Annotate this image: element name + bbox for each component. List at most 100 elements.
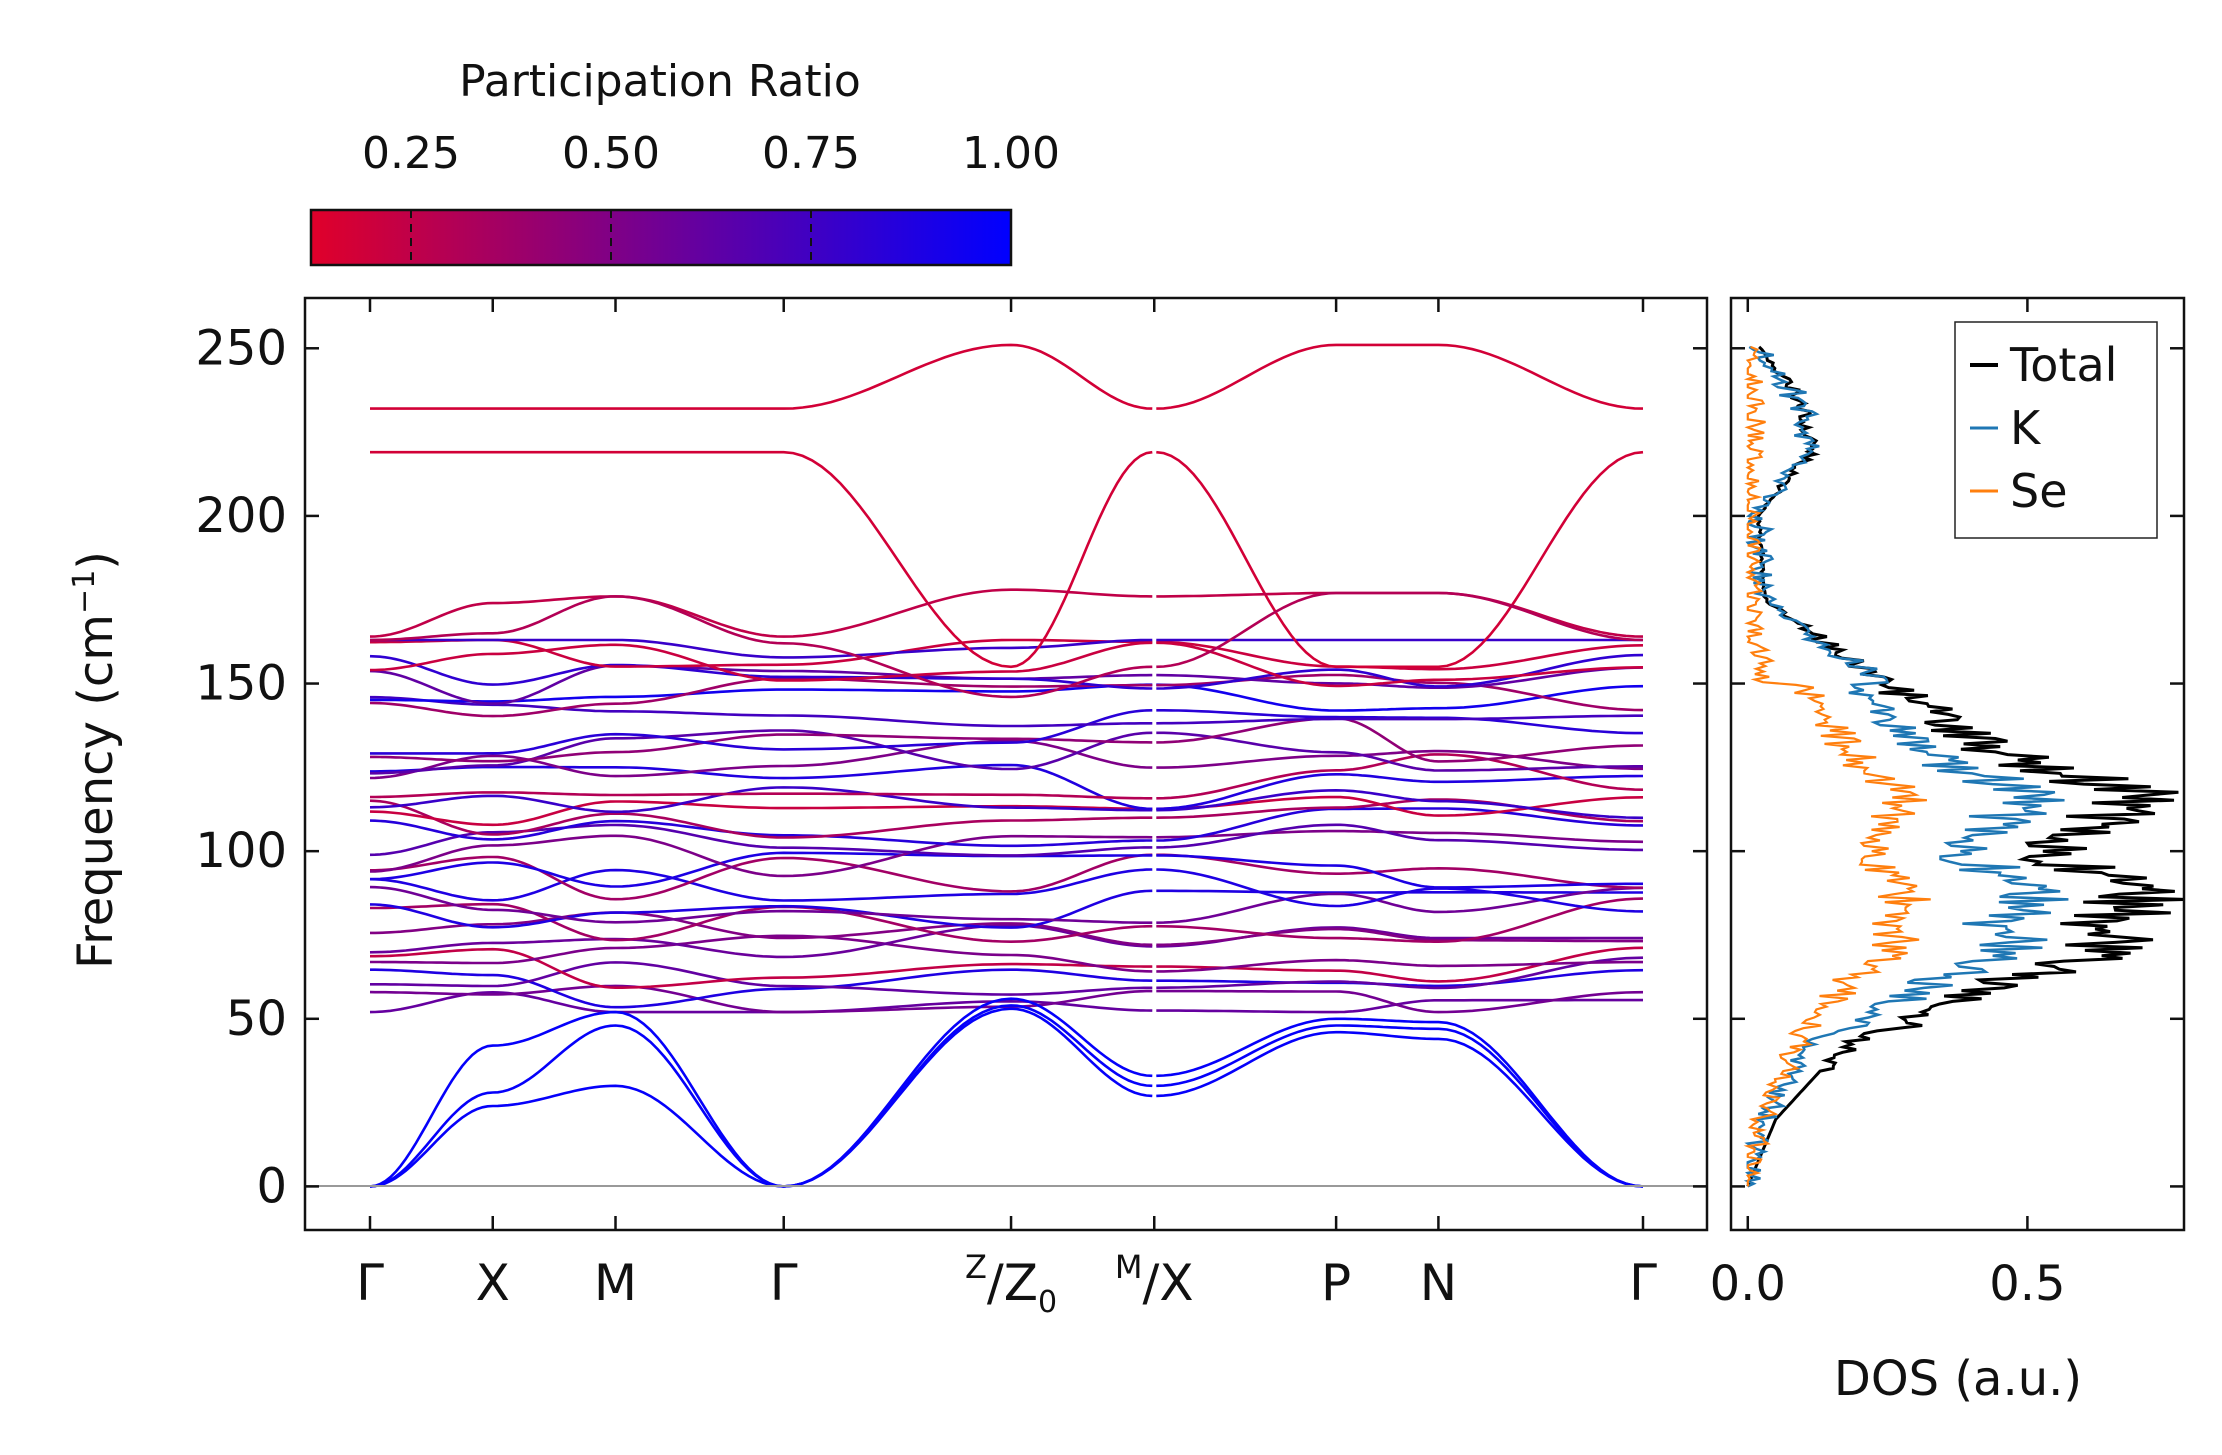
optical-branch <box>370 733 1153 763</box>
optical-branch <box>369 786 1153 814</box>
high-branch-cross-2 <box>369 595 1153 699</box>
k-point-label: M <box>594 1254 637 1312</box>
optical-branch <box>1156 714 1643 725</box>
optical-branch <box>1156 956 1644 990</box>
optical-branch <box>369 923 1153 959</box>
colorbar-tick-label: 1.00 <box>962 128 1060 179</box>
optical-branch <box>1156 927 1643 947</box>
optical-branch <box>369 885 1153 924</box>
colorbar-label: Participation Ratio <box>459 56 861 107</box>
optical-branch <box>369 868 1153 902</box>
optical-branch <box>370 902 1153 944</box>
k-point-label: Γ <box>1629 1254 1657 1312</box>
legend-items: Total K Se <box>1970 338 2117 518</box>
optical-branch <box>369 823 1153 857</box>
optical-branch <box>1156 889 1643 894</box>
acoustic-branch <box>369 997 1153 1188</box>
dos-axis: 0.0 0.5 <box>1710 298 2066 1312</box>
optical-branch <box>1156 753 1644 800</box>
k-point-label: M/X <box>1115 1248 1194 1312</box>
optical-branch <box>1156 683 1644 712</box>
high-branch-cross-1 <box>1156 591 1644 638</box>
ylabel-sup: −1 <box>67 570 102 614</box>
ylabel-tail: ) <box>68 551 124 570</box>
legend-label-se: Se <box>2010 464 2068 518</box>
dos-x-tick-label: 0.0 <box>1710 1256 1786 1312</box>
k-label-sup: M <box>1115 1248 1143 1286</box>
optical-branch <box>369 739 1153 780</box>
frequency-axis-label: Frequency (cm−1) <box>67 551 124 969</box>
k-label-main: /X <box>1143 1254 1194 1312</box>
dos-x-tick-label: 0.5 <box>1989 1256 2065 1312</box>
acoustic-branch <box>1156 1024 1644 1188</box>
colorbar-tick-label: 0.75 <box>762 128 860 179</box>
optical-branch <box>1156 773 1644 811</box>
k-point-label: Γ <box>356 1254 384 1312</box>
optical-branch <box>1156 749 1643 771</box>
optical-branch <box>370 638 1153 659</box>
legend-frame <box>1954 321 2158 539</box>
acoustic-branch <box>1156 1030 1644 1188</box>
k-label-main: /Z <box>987 1254 1038 1312</box>
high-branch-top-1 <box>1156 343 1644 410</box>
optical-branch <box>1156 823 1643 852</box>
optical-branch <box>370 961 1153 996</box>
y-tick-label: 0 <box>256 1158 287 1214</box>
dos-frequency-ticks <box>1731 347 2184 1188</box>
optical-branch <box>370 968 1153 1009</box>
k-point-label: P <box>1321 1254 1351 1312</box>
optical-branch <box>1156 709 1643 735</box>
k-point-label: Z/Z0 <box>965 1248 1057 1320</box>
dos-se-line <box>1743 345 1931 1187</box>
optical-branch <box>1156 641 1644 688</box>
optical-branch <box>370 947 1153 989</box>
dos-axis-label: DOS (a.u.) <box>1834 1351 2082 1407</box>
optical-branch <box>369 889 1153 929</box>
optical-branch <box>1156 854 1643 889</box>
optical-branch <box>370 729 1153 775</box>
high-branch-top-2 <box>1156 450 1644 669</box>
optical-branch <box>369 800 1153 827</box>
legend-label-k: K <box>2010 401 2042 455</box>
dos-legend: Total K Se <box>1954 321 2158 539</box>
optical-branch <box>1156 716 1644 763</box>
optical-branch <box>369 834 1153 878</box>
colorbar-tick-label: 0.25 <box>362 128 460 179</box>
band-axes-frame <box>303 296 1709 1232</box>
k-path-axis: Γ X M Γ Z/Z0 M/X P N Γ <box>356 298 1657 1320</box>
acoustic-branch <box>1156 1017 1644 1188</box>
dos-panel: 0.0 0.5 DOS (a.u.) Total K Se <box>1710 296 2186 1407</box>
optical-branch <box>369 799 1153 839</box>
optical-branch <box>370 763 1153 811</box>
optical-branch <box>370 695 1153 728</box>
optical-branch <box>370 934 1153 973</box>
colorbar: Participation Ratio 0.25 0.50 0.75 1.00 <box>309 56 1060 267</box>
optical-branch <box>370 853 1153 901</box>
colorbar-gradient <box>309 208 1013 267</box>
dos-axes-frame <box>1729 296 2186 1232</box>
optical-branch <box>369 819 1153 848</box>
optical-branch <box>1156 998 1643 1014</box>
dos-lines <box>1743 345 2184 1188</box>
ylabel-main: Frequency (cm <box>68 614 124 969</box>
optical-branch <box>1156 989 1644 1014</box>
optical-branch <box>1156 897 1644 943</box>
optical-branch <box>370 791 1153 800</box>
k-label-sup: Z <box>965 1248 987 1286</box>
optical-branch <box>1156 795 1644 817</box>
colorbar-tick-label: 0.50 <box>562 128 660 179</box>
optical-branch <box>1156 868 1644 913</box>
k-point-label: X <box>476 1254 510 1312</box>
optical-branch <box>370 709 1153 755</box>
k-point-label: N <box>1420 1254 1457 1312</box>
optical-branch <box>1156 807 1643 842</box>
optical-branch <box>1156 788 1644 820</box>
y-tick-label: 200 <box>195 488 287 544</box>
optical-branch <box>1156 731 1643 772</box>
high-branch-cross-2 <box>1156 591 1644 669</box>
optical-branch <box>369 654 1153 690</box>
dos-total-line <box>1746 345 2184 1187</box>
band-lines <box>369 343 1644 1188</box>
